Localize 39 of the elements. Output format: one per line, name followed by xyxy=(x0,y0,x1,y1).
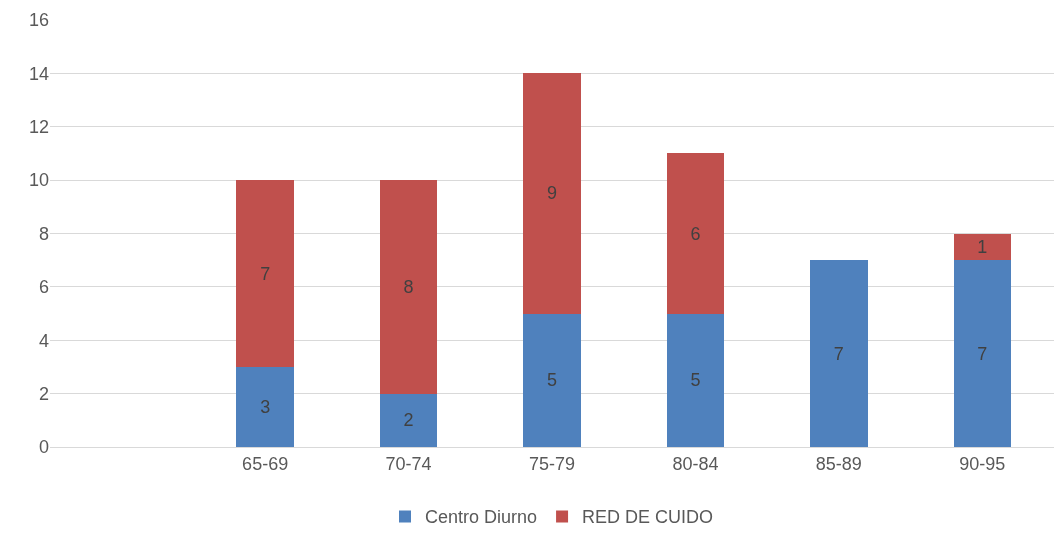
x-tick-label: 70-74 xyxy=(385,453,432,474)
data-label: 3 xyxy=(260,396,271,417)
bar xyxy=(379,393,438,447)
x-tick-label: 75-79 xyxy=(528,453,576,474)
data-label: 7 xyxy=(260,263,271,284)
data-label: 9 xyxy=(546,183,558,204)
x-tick-label: 65-69 xyxy=(242,453,289,474)
bar xyxy=(523,73,581,314)
data-label: 1 xyxy=(977,236,988,257)
data-label: 8 xyxy=(403,276,414,297)
bar xyxy=(810,260,868,447)
legend-label: Centro Diurno xyxy=(425,507,538,528)
bar xyxy=(379,180,438,394)
bar xyxy=(523,313,581,447)
data-label: 6 xyxy=(690,223,701,244)
bar xyxy=(953,233,1011,261)
data-label: 5 xyxy=(546,370,558,391)
bar xyxy=(666,153,725,314)
legend-label: RED DE CUIDO xyxy=(582,507,714,528)
y-tick-label: 2 xyxy=(38,383,49,404)
data-label: 2 xyxy=(403,410,414,431)
y-tick-label: 12 xyxy=(28,117,49,138)
bar xyxy=(236,366,294,447)
y-tick-label: 10 xyxy=(28,170,49,191)
y-tick-label: 8 xyxy=(38,223,49,244)
y-tick-label: 4 xyxy=(38,330,49,351)
data-label: 5 xyxy=(690,370,701,391)
bar xyxy=(236,180,294,367)
y-tick-label: 0 xyxy=(38,437,49,458)
x-tick-label: 85-89 xyxy=(815,453,862,474)
x-tick-label: 90-95 xyxy=(959,453,1006,474)
data-label: 7 xyxy=(977,343,988,364)
bar xyxy=(953,260,1011,447)
y-tick-label: 6 xyxy=(38,277,49,298)
y-tick-label: 14 xyxy=(28,63,49,84)
bar xyxy=(666,313,725,447)
data-label: 7 xyxy=(833,343,844,364)
y-tick-label: 16 xyxy=(28,10,49,31)
x-tick-label: 80-84 xyxy=(672,453,719,474)
